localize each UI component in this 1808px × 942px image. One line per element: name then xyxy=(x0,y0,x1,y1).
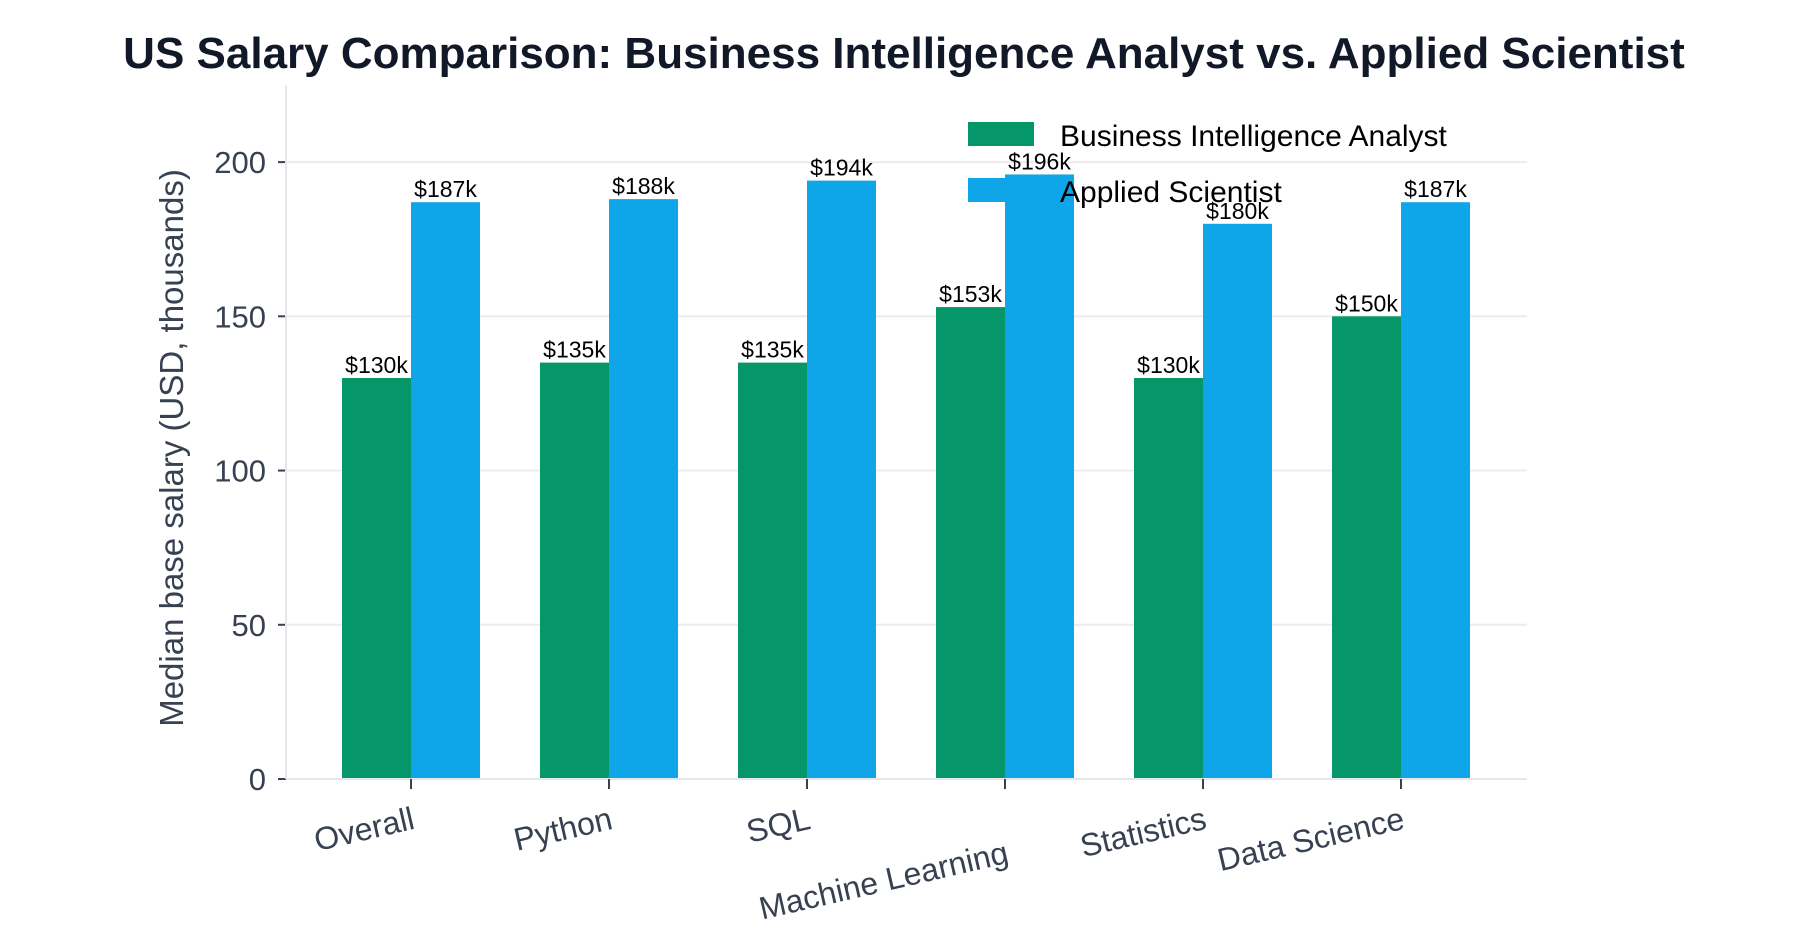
y-tick-label: 50 xyxy=(232,608,266,643)
legend-label: Business Intelligence Analyst xyxy=(1060,120,1448,153)
chart-title: US Salary Comparison: Business Intellige… xyxy=(123,29,1685,78)
legend-label: Applied Scientist xyxy=(1060,176,1282,209)
data-label: $196k xyxy=(1008,148,1071,174)
bar-bi-analyst-1 xyxy=(540,362,609,779)
y-tick-label: 100 xyxy=(214,454,266,489)
y-tick-label: 150 xyxy=(214,299,266,334)
x-tick-label: Statistics xyxy=(1077,800,1210,864)
y-axis-label: Median base salary (USD, thousands) xyxy=(153,169,190,727)
bar-applied-scientist-1 xyxy=(609,199,678,779)
data-labels: $130k $187k $135k $188k $135k $194k $153k $196k… xyxy=(345,148,1467,378)
data-label: $135k xyxy=(543,337,606,363)
data-label: $194k xyxy=(810,155,873,181)
x-tick-label: Data Science xyxy=(1214,800,1408,878)
bar-bi-analyst-3 xyxy=(936,307,1005,779)
bar-bi-analyst-0 xyxy=(342,378,411,779)
data-label: $180k xyxy=(1206,198,1269,224)
y-tick-label: 200 xyxy=(214,145,266,180)
legend: Business Intelligence Analyst Applied Sci… xyxy=(968,120,1448,209)
bar-applied-scientist-2 xyxy=(807,180,876,779)
data-label: $153k xyxy=(939,281,1002,307)
data-label: $187k xyxy=(414,176,477,202)
x-tick-label: Machine Learning xyxy=(756,834,1012,926)
x-tick-label: Python xyxy=(510,800,615,857)
data-label: $150k xyxy=(1335,290,1398,316)
bar-applied-scientist-4 xyxy=(1203,223,1272,780)
x-tick-label: Overall xyxy=(311,800,418,858)
legend-swatch xyxy=(968,122,1034,146)
bar-applied-scientist-0 xyxy=(411,202,480,780)
data-label: $187k xyxy=(1404,176,1467,202)
bar-applied-scientist-3 xyxy=(1005,174,1074,780)
bar-bi-analyst-4 xyxy=(1134,378,1203,779)
gridlines xyxy=(286,161,1527,626)
data-label: $130k xyxy=(345,352,408,378)
data-label: $188k xyxy=(612,173,675,199)
bar-bi-analyst-2 xyxy=(738,362,807,779)
x-tick-label: SQL xyxy=(743,800,813,849)
bar-bi-analyst-5 xyxy=(1332,316,1401,779)
bars xyxy=(342,174,1470,780)
bar-applied-scientist-5 xyxy=(1401,202,1470,780)
y-tick-label: 0 xyxy=(249,762,266,797)
data-label: $135k xyxy=(741,337,804,363)
legend-swatch xyxy=(968,178,1034,202)
data-label: $130k xyxy=(1137,352,1200,378)
